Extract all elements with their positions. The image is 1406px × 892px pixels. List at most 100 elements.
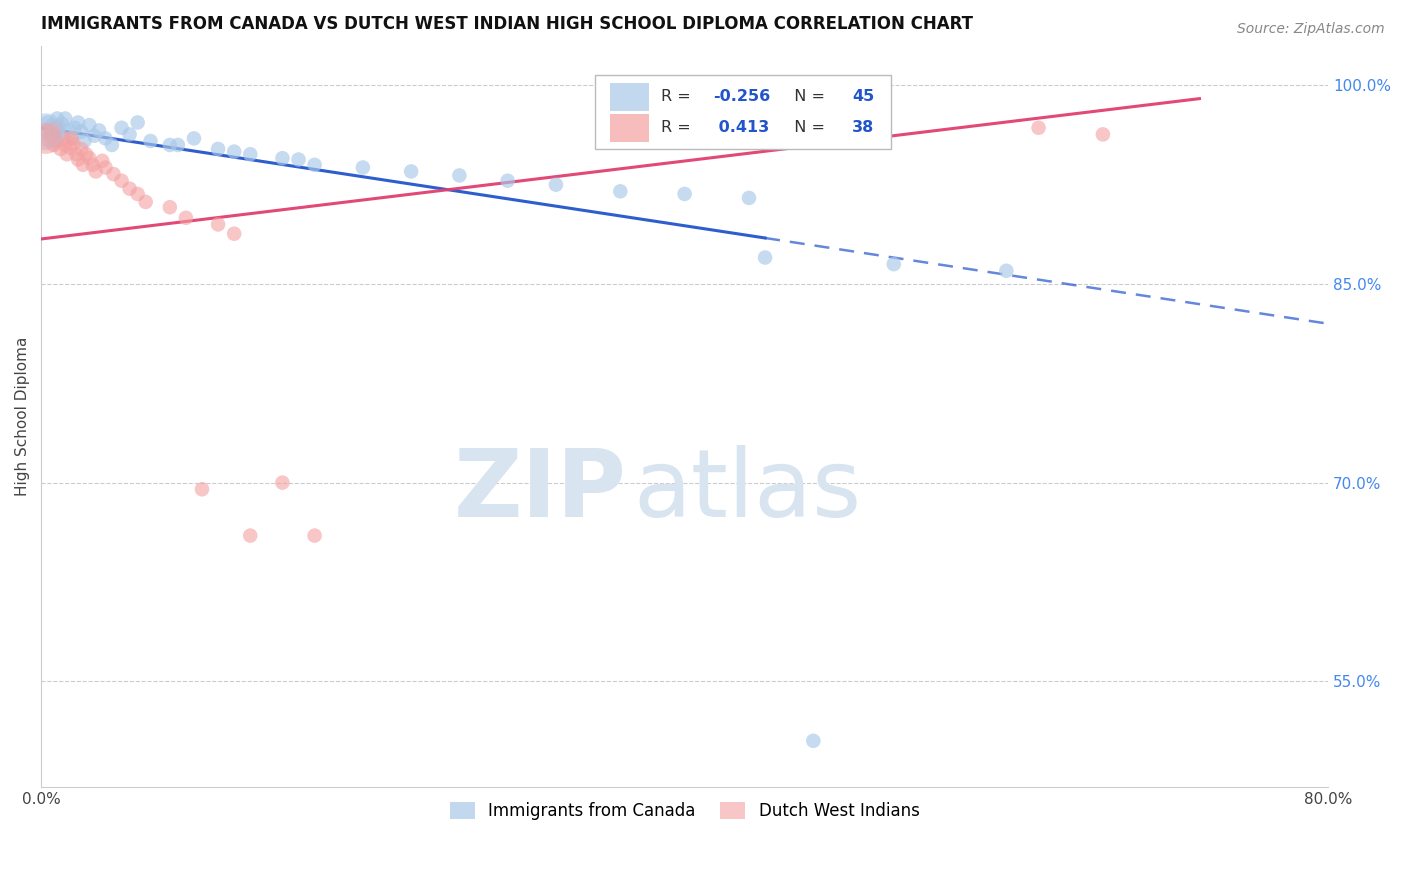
Point bbox=[53, 112, 76, 126]
Point bbox=[239, 528, 262, 542]
Text: 0.413: 0.413 bbox=[713, 120, 769, 135]
Point bbox=[60, 131, 83, 145]
Point bbox=[70, 125, 93, 139]
Point bbox=[801, 734, 824, 748]
Point bbox=[41, 118, 63, 132]
Point bbox=[883, 257, 905, 271]
Point bbox=[191, 482, 214, 496]
Point bbox=[38, 134, 60, 148]
Point bbox=[118, 182, 141, 196]
Point bbox=[83, 128, 105, 143]
Point bbox=[127, 186, 149, 201]
Point bbox=[94, 131, 117, 145]
Point bbox=[62, 136, 84, 151]
Point bbox=[174, 211, 197, 225]
Point bbox=[51, 117, 73, 131]
Point bbox=[496, 174, 519, 188]
Text: R =: R = bbox=[661, 120, 696, 135]
Point bbox=[110, 174, 132, 188]
Point bbox=[53, 138, 76, 153]
Point bbox=[166, 138, 188, 153]
Point bbox=[271, 475, 294, 490]
Point bbox=[91, 153, 114, 168]
Point bbox=[1028, 120, 1050, 135]
Point bbox=[239, 147, 262, 161]
Point bbox=[995, 264, 1018, 278]
Point bbox=[37, 115, 59, 129]
Point bbox=[110, 120, 132, 135]
Text: -0.256: -0.256 bbox=[713, 88, 770, 103]
Point bbox=[35, 131, 58, 145]
Bar bbox=[610, 83, 648, 111]
Point bbox=[127, 115, 149, 129]
Point bbox=[67, 153, 90, 167]
Point bbox=[63, 120, 86, 135]
Bar bbox=[595, 75, 890, 150]
Text: ZIP: ZIP bbox=[454, 444, 627, 537]
Point bbox=[67, 115, 90, 129]
Point bbox=[65, 147, 87, 161]
Point bbox=[35, 125, 58, 139]
Point bbox=[39, 128, 62, 143]
Point bbox=[207, 218, 229, 232]
Point bbox=[45, 120, 67, 135]
Point bbox=[304, 158, 326, 172]
Point bbox=[87, 123, 110, 137]
Point bbox=[49, 142, 72, 156]
Point bbox=[35, 125, 58, 139]
Point bbox=[79, 118, 101, 132]
Point bbox=[73, 134, 96, 148]
Point bbox=[49, 128, 72, 142]
Point bbox=[52, 131, 75, 145]
Point bbox=[46, 134, 69, 148]
Point bbox=[287, 153, 309, 167]
Text: Source: ZipAtlas.com: Source: ZipAtlas.com bbox=[1237, 22, 1385, 37]
Text: N =: N = bbox=[783, 120, 830, 135]
Point bbox=[56, 147, 79, 161]
Point bbox=[75, 147, 97, 161]
Point bbox=[304, 528, 326, 542]
Point bbox=[42, 138, 65, 153]
Point bbox=[79, 151, 101, 165]
Point bbox=[754, 251, 776, 265]
Point bbox=[449, 169, 471, 183]
Point bbox=[224, 145, 246, 159]
Point bbox=[58, 123, 80, 137]
Point bbox=[738, 191, 761, 205]
Point bbox=[159, 200, 181, 214]
Point bbox=[673, 186, 696, 201]
Point bbox=[224, 227, 246, 241]
Point bbox=[544, 178, 567, 192]
Point bbox=[271, 151, 294, 165]
Point bbox=[94, 161, 117, 175]
Point bbox=[159, 138, 181, 153]
Point bbox=[48, 120, 70, 134]
Point bbox=[45, 120, 67, 135]
Point bbox=[1091, 128, 1114, 142]
Point bbox=[139, 134, 162, 148]
Bar bbox=[610, 114, 648, 142]
Point bbox=[59, 140, 82, 154]
Point bbox=[84, 164, 107, 178]
Point bbox=[183, 131, 205, 145]
Point bbox=[135, 194, 157, 209]
Point bbox=[39, 123, 62, 137]
Point bbox=[352, 161, 374, 175]
Point bbox=[60, 131, 83, 145]
Text: 38: 38 bbox=[852, 120, 875, 135]
Point bbox=[399, 164, 422, 178]
Point bbox=[82, 158, 104, 172]
Point bbox=[609, 184, 631, 198]
Point bbox=[70, 142, 93, 156]
Text: atlas: atlas bbox=[633, 444, 862, 537]
Text: R =: R = bbox=[661, 88, 696, 103]
Text: 45: 45 bbox=[852, 88, 875, 103]
Legend: Immigrants from Canada, Dutch West Indians: Immigrants from Canada, Dutch West India… bbox=[443, 796, 927, 827]
Point bbox=[101, 138, 124, 153]
Point bbox=[118, 128, 141, 142]
Y-axis label: High School Diploma: High School Diploma bbox=[15, 337, 30, 496]
Point bbox=[72, 158, 94, 172]
Point bbox=[207, 142, 229, 156]
Text: IMMIGRANTS FROM CANADA VS DUTCH WEST INDIAN HIGH SCHOOL DIPLOMA CORRELATION CHAR: IMMIGRANTS FROM CANADA VS DUTCH WEST IND… bbox=[41, 15, 973, 33]
Point bbox=[103, 167, 125, 181]
